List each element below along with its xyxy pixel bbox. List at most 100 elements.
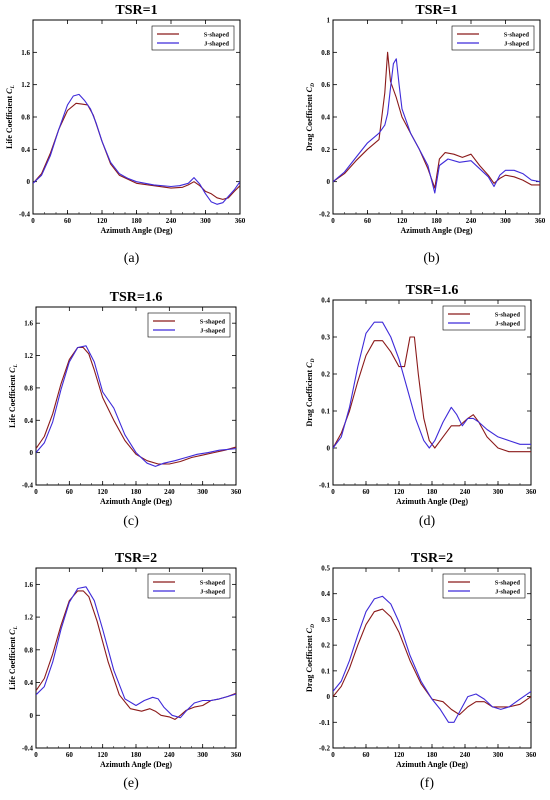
y-tick-label: 0.2 (321, 642, 330, 650)
y-tick-label: -0.1 (319, 482, 331, 490)
series-line-s-shaped (333, 336, 531, 453)
y-tick-label: -0.1 (319, 719, 331, 727)
x-tick-label: 180 (427, 488, 438, 496)
x-tick-label: 60 (66, 488, 74, 496)
x-tick-label: 240 (466, 217, 477, 225)
panel-caption: (c) (123, 514, 139, 529)
x-tick-label: 360 (526, 488, 537, 496)
x-tick-label: 0 (331, 217, 335, 225)
y-tick-label: 0.1 (321, 667, 330, 675)
y-tick-label: 0 (327, 178, 331, 186)
x-tick-label: 60 (66, 751, 74, 759)
y-tick-label: -0.2 (319, 211, 331, 219)
legend-box (147, 312, 231, 338)
series-line-s-shaped (36, 346, 236, 465)
series-line-j-shaped (333, 321, 531, 449)
x-axis-title: Azimuth Angle (Deg) (101, 226, 173, 235)
y-tick-label: 0.3 (321, 334, 330, 342)
x-tick-label: 120 (397, 217, 408, 225)
x-tick-label: 0 (34, 751, 38, 759)
chart-panel-a: TSR=10 60 120 180 240 300 360-0.400.40.81.21.6… (5, 3, 246, 266)
legend-label: J-shaped (495, 588, 520, 595)
legend-label: J-shaped (200, 327, 225, 334)
x-tick-label: 360 (231, 751, 242, 759)
series-line-j-shaped (36, 586, 236, 719)
x-axis-title: Azimuth Angle (Deg) (401, 226, 473, 235)
y-tick-label: 0.8 (24, 646, 33, 654)
y-tick-label: 1.6 (21, 49, 30, 57)
x-tick-label: 300 (197, 488, 208, 496)
x-axis-title: Azimuth Angle (Deg) (396, 497, 468, 506)
chart-panel-e: TSR=20 60 120 180 240 300 360-0.400.40.81.21.6… (8, 551, 242, 791)
y-tick-label: 0.2 (321, 371, 330, 379)
legend-box (147, 573, 231, 599)
y-tick-label: 1.2 (24, 614, 33, 622)
y-tick-label: 0.1 (321, 408, 330, 416)
legend: S-shaped J-shaped (451, 25, 535, 51)
y-tick-label: -0.4 (22, 745, 34, 753)
y-tick-label: 0 (30, 712, 34, 720)
legend-box (442, 305, 526, 331)
y-tick-label: 0.4 (321, 114, 330, 122)
y-tick-label: 0.5 (321, 565, 330, 573)
series-line-j-shaped (333, 58, 540, 194)
y-tick-label: 1.2 (24, 352, 33, 360)
x-tick-label: 180 (431, 217, 442, 225)
x-tick-label: 360 (535, 217, 546, 225)
x-axis-title: Azimuth Angle (Deg) (396, 760, 468, 769)
series-line-j-shaped (33, 93, 240, 205)
series-line-j-shaped (36, 345, 236, 467)
x-tick-label: 60 (363, 751, 371, 759)
panel-caption: (b) (423, 251, 440, 266)
x-tick-label: 60 (364, 217, 372, 225)
y-tick-label: 0.4 (21, 146, 30, 154)
legend-label: J-shaped (200, 588, 225, 595)
x-tick-label: 180 (427, 751, 438, 759)
x-tick-label: 240 (460, 488, 471, 496)
legend-label: J-shaped (495, 320, 520, 327)
legend-box (151, 25, 235, 51)
y-tick-label: 0.4 (24, 417, 33, 425)
y-axis-title: Drag Coefficient CD (305, 624, 316, 692)
x-tick-label: 120 (97, 488, 108, 496)
y-tick-label: -0.4 (19, 211, 31, 219)
legend: S-shaped J-shaped (442, 573, 526, 599)
y-axis-title: Drag Coefficient CD (305, 358, 316, 426)
x-tick-label: 360 (231, 488, 242, 496)
chart-panel-d: TSR=1.60 60 120 180 240 300 360-0.100.10.20.30… (305, 283, 537, 529)
x-tick-label: 300 (197, 751, 208, 759)
legend: S-shaped J-shaped (147, 573, 231, 599)
chart-title: TSR=1 (415, 3, 457, 18)
y-tick-label: 0 (27, 178, 31, 186)
legend-box (442, 573, 526, 599)
y-axis-title: Life Coefficient CL (8, 363, 19, 427)
x-tick-label: 60 (64, 217, 72, 225)
chart-panel-c: TSR=1.60 60 120 180 240 300 360-0.400.40.81.21… (8, 290, 242, 529)
y-axis-title: Life Coefficient CL (8, 625, 19, 689)
panel-caption: (e) (123, 776, 139, 791)
x-tick-label: 0 (31, 217, 35, 225)
x-tick-label: 240 (164, 488, 175, 496)
x-tick-label: 120 (394, 751, 405, 759)
legend-label: S-shaped (204, 31, 230, 38)
chart-title: TSR=2 (411, 551, 453, 566)
panel-caption: (f) (420, 776, 434, 791)
x-tick-label: 240 (166, 217, 177, 225)
legend-label: S-shaped (504, 31, 530, 38)
legend-label: J-shaped (504, 40, 529, 47)
series-line-s-shaped (33, 102, 240, 200)
x-tick-label: 60 (363, 488, 371, 496)
x-tick-label: 180 (131, 217, 142, 225)
series-line-j-shaped (333, 595, 531, 723)
y-tick-label: 1.6 (24, 320, 33, 328)
x-tick-label: 180 (131, 488, 142, 496)
x-tick-label: 300 (200, 217, 211, 225)
y-tick-label: 0.8 (24, 384, 33, 392)
chart-title: TSR=1 (115, 3, 157, 18)
legend-label: S-shaped (200, 318, 226, 325)
y-tick-label: 0.8 (321, 49, 330, 57)
x-tick-label: 0 (331, 488, 335, 496)
y-tick-label: 0.8 (21, 114, 30, 122)
y-tick-label: 0 (30, 449, 34, 457)
x-axis-title: Azimuth Angle (Deg) (100, 497, 172, 506)
